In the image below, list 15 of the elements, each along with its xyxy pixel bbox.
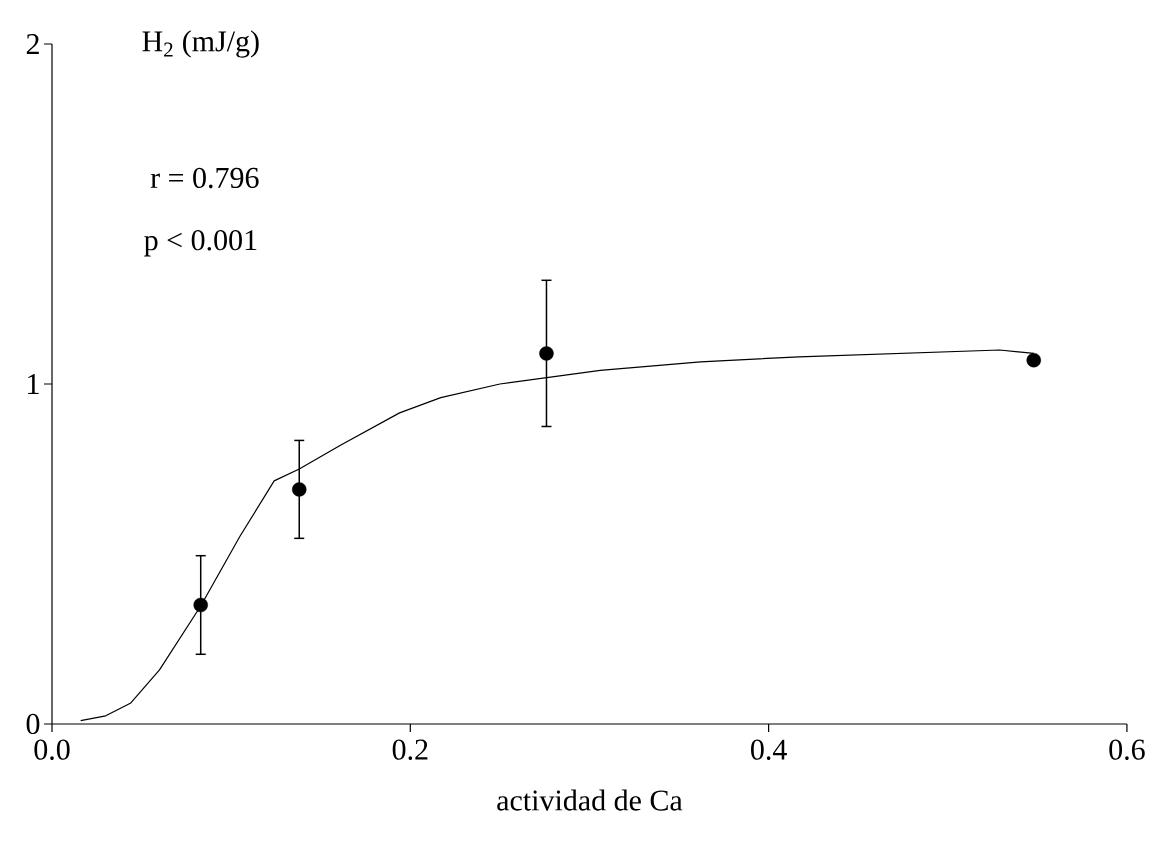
y-tick-label: 2 bbox=[26, 34, 39, 54]
x-tick-label: 0.2 bbox=[392, 739, 428, 760]
y-axis-title: H$_{2}$ (mJ/g) bbox=[142, 30, 259, 58]
annotation: r = 0.796 bbox=[150, 167, 259, 189]
x-tick-label: 0.0 bbox=[34, 739, 70, 760]
x-tick-label: 0.4 bbox=[751, 739, 787, 760]
x-axis-title: actividad de Ca bbox=[497, 789, 683, 811]
point bbox=[292, 482, 307, 497]
point bbox=[539, 346, 554, 361]
point bbox=[193, 597, 208, 613]
y-tick-label: 0 bbox=[26, 713, 40, 735]
annotation: p < 0.001 bbox=[144, 230, 257, 257]
point bbox=[1026, 352, 1041, 368]
x-tick-label: 0.6 bbox=[1109, 739, 1145, 760]
y-tick-label: 1 bbox=[28, 374, 39, 394]
